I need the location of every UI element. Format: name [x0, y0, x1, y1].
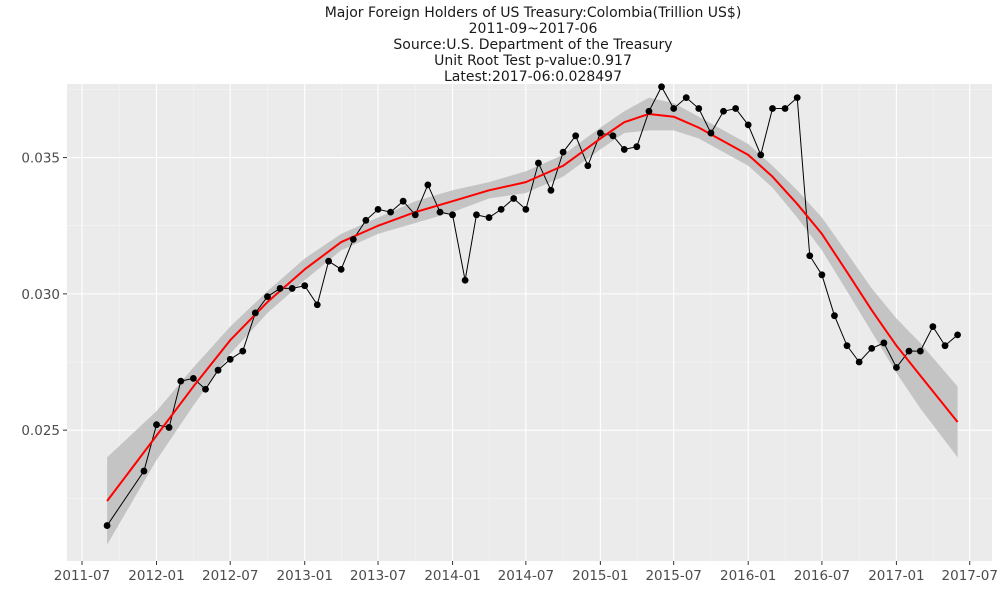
data-point	[103, 522, 111, 529]
data-point	[535, 159, 542, 167]
data-point	[461, 276, 469, 284]
data-point	[818, 271, 826, 279]
data-point	[781, 105, 789, 112]
data-point	[596, 129, 604, 137]
x-tick-label: 2012-01	[128, 568, 184, 584]
data-point	[658, 83, 665, 91]
y-axis: 0.025 0.030 0.035	[21, 151, 67, 439]
data-point	[868, 344, 876, 352]
data-point	[226, 355, 234, 363]
data-point	[916, 347, 924, 355]
data-point	[559, 148, 567, 156]
data-point	[572, 132, 580, 140]
data-point	[609, 132, 617, 140]
data-point	[202, 385, 209, 393]
data-point	[189, 374, 197, 382]
data-point	[140, 467, 148, 475]
x-tick-label: 2015-01	[572, 568, 628, 584]
data-point	[695, 105, 703, 112]
data-point	[473, 211, 480, 219]
data-point	[633, 143, 641, 151]
data-point	[744, 121, 752, 129]
data-point	[720, 107, 727, 115]
data-point	[893, 364, 900, 371]
data-point	[707, 129, 715, 137]
y-tick-label: 0.030	[21, 287, 60, 303]
chart-title: Major Foreign Holders of US Treasury:Col…	[325, 5, 742, 85]
y-tick-label: 0.035	[21, 151, 60, 167]
chart-title-line-4: Unit Root Test p-value:0.917	[434, 53, 632, 69]
data-point	[769, 105, 776, 112]
x-tick-label: 2012-07	[202, 568, 258, 584]
chart-title-line-3: Source:U.S. Department of the Treasury	[393, 37, 672, 53]
major-gridlines	[67, 84, 992, 561]
data-point	[165, 424, 173, 431]
data-points-layer	[103, 83, 961, 529]
data-point	[411, 211, 419, 219]
x-tick-label: 2013-01	[277, 568, 333, 584]
data-point	[449, 211, 456, 219]
data-point	[682, 94, 690, 102]
data-point	[374, 205, 382, 213]
data-point	[929, 323, 937, 330]
data-point	[793, 94, 801, 102]
x-tick-label: 2017-07	[942, 568, 998, 584]
data-point	[510, 195, 518, 202]
data-point	[732, 105, 740, 112]
data-point	[620, 146, 628, 153]
data-point	[497, 205, 505, 213]
data-point	[313, 301, 321, 309]
data-point	[855, 358, 863, 366]
data-point	[584, 162, 592, 170]
data-point	[941, 342, 949, 350]
trend-line	[106, 112, 959, 502]
data-point	[349, 235, 357, 243]
data-point	[806, 252, 814, 260]
trend-line-layer	[106, 112, 959, 502]
data-point	[362, 216, 370, 224]
x-tick-label: 2014-07	[498, 568, 554, 584]
chart-title-line-2: 2011-09~2017-06	[469, 21, 598, 37]
data-point	[276, 285, 284, 292]
data-point	[880, 339, 888, 347]
data-point	[424, 181, 432, 189]
data-point	[399, 197, 407, 205]
x-tick-label: 2017-01	[868, 568, 924, 584]
data-point	[288, 285, 296, 292]
x-axis: 2011-07 2012-01 2012-07 2013-01 2013-07 2014-…	[54, 561, 998, 584]
x-tick-label: 2011-07	[54, 568, 110, 584]
data-point	[214, 366, 222, 374]
data-point	[387, 208, 394, 216]
data-point	[264, 293, 271, 301]
data-point	[670, 105, 678, 112]
y-tick-label: 0.025	[21, 423, 60, 439]
x-tick-label: 2015-07	[645, 568, 701, 584]
data-point	[177, 377, 185, 385]
x-tick-label: 2016-01	[720, 568, 776, 584]
data-point	[757, 151, 765, 159]
data-point	[645, 107, 653, 115]
data-point	[301, 282, 309, 290]
data-point	[251, 309, 259, 317]
data-point	[905, 347, 913, 355]
x-tick-label: 2016-07	[794, 568, 850, 584]
data-point	[954, 331, 961, 339]
plot-panel	[67, 84, 992, 561]
data-point	[337, 265, 345, 273]
data-point	[831, 312, 838, 320]
data-point	[239, 347, 247, 355]
chart-title-line-5: Latest:2017-06:0.028497	[444, 69, 622, 85]
x-tick-label: 2014-01	[424, 568, 480, 584]
data-point	[325, 257, 333, 265]
x-tick-label: 2013-07	[350, 568, 406, 584]
data-point	[485, 214, 493, 221]
data-point	[153, 421, 160, 429]
chart-title-line-1: Major Foreign Holders of US Treasury:Col…	[325, 5, 742, 21]
data-point	[522, 205, 530, 213]
data-point	[436, 208, 444, 216]
data-point	[547, 186, 555, 194]
data-point	[843, 342, 851, 350]
